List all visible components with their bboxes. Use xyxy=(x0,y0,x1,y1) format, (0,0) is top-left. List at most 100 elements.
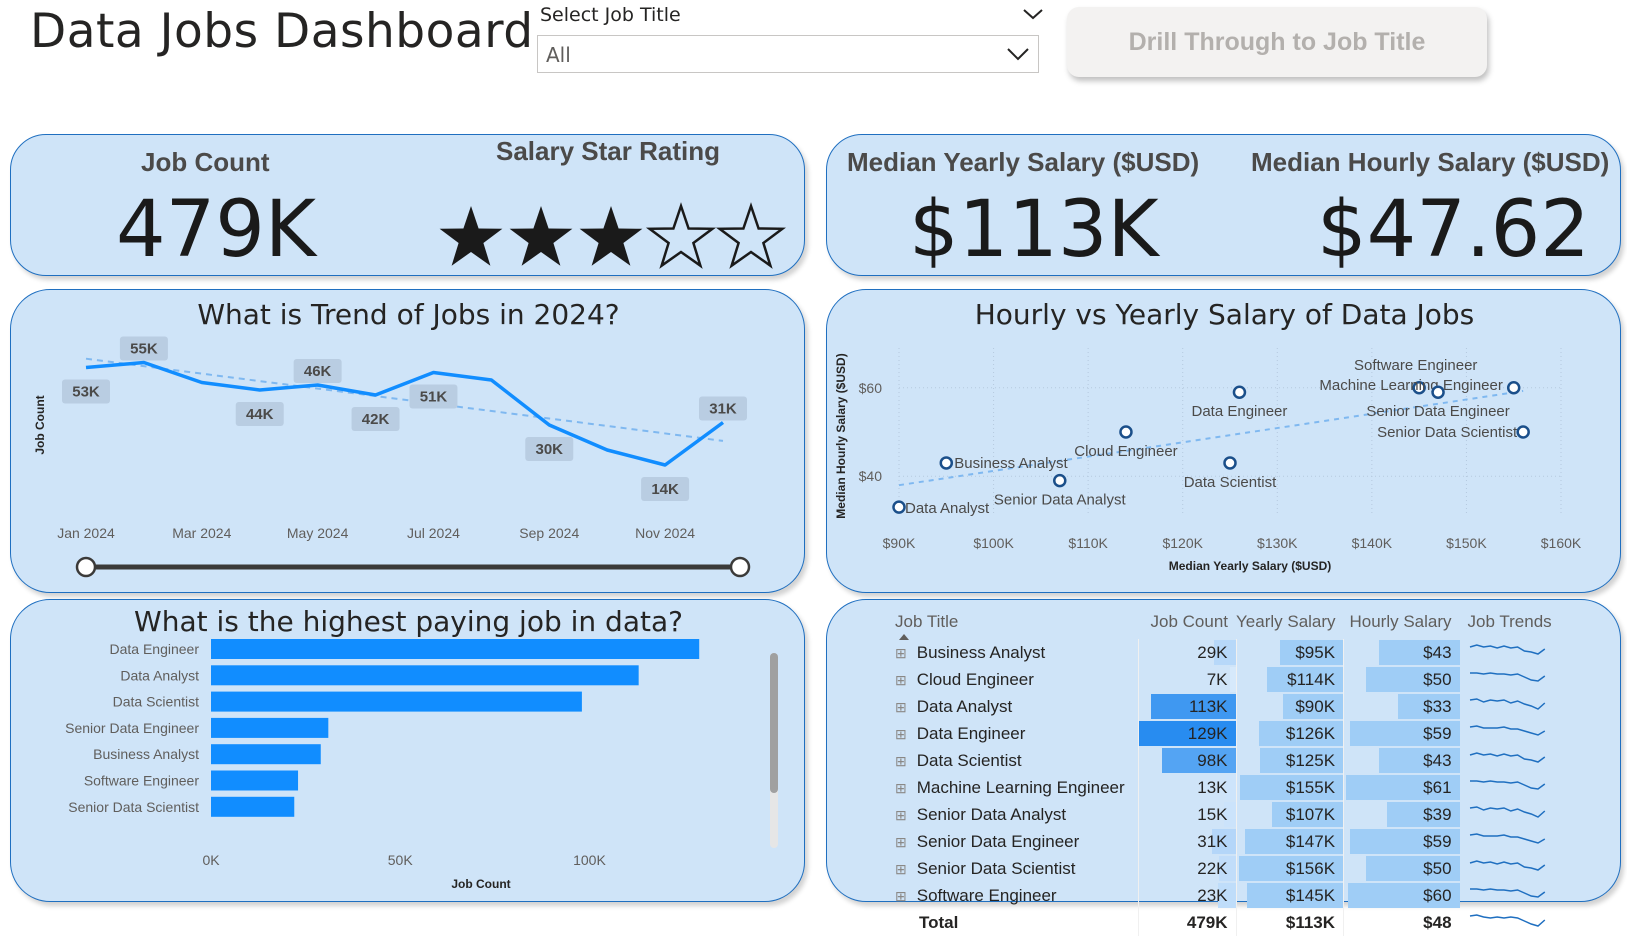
table-row[interactable]: ⊞ Data Scientist 98K $125K $43 xyxy=(895,747,1568,774)
column-header-job-title[interactable]: Job Title xyxy=(895,605,1138,639)
scatter-card: Hourly vs Yearly Salary of Data Jobs $90… xyxy=(826,289,1621,593)
expand-icon[interactable]: ⊞ xyxy=(895,644,907,661)
cell-value: $125K xyxy=(1285,750,1336,770)
yearly-salary-cell: $125K xyxy=(1235,747,1344,774)
data-label: 14K xyxy=(651,481,679,498)
row-title: Data Scientist xyxy=(916,750,1022,770)
scrollbar-thumb[interactable] xyxy=(770,653,778,793)
x-tick-label: Sep 2024 xyxy=(519,525,579,541)
column-header-job-trends[interactable]: Job Trends xyxy=(1460,605,1568,639)
chevron-down-icon[interactable] xyxy=(1018,2,1048,26)
date-slider-end-handle[interactable] xyxy=(729,556,751,578)
table-row[interactable]: ⊞ Software Engineer 23K $145K $60 xyxy=(895,882,1568,909)
data-label: 55K xyxy=(130,341,158,358)
sparkline xyxy=(1469,833,1545,844)
trend-line-chart[interactable]: 53K 55K 44K 46K 42K 51K 30K 14K 31K Jan 2024 Mar 2… xyxy=(11,290,806,594)
cell-bar xyxy=(1224,802,1236,827)
cell-bar xyxy=(1259,748,1344,773)
expand-icon[interactable]: ⊞ xyxy=(895,752,907,769)
cell-bar xyxy=(1398,694,1460,719)
job-trend-sparkline-cell xyxy=(1460,801,1568,828)
table-row[interactable]: ⊞ Data Engineer 129K $126K $59 xyxy=(895,720,1568,747)
bar xyxy=(211,665,639,686)
column-header-label: Job Trends xyxy=(1467,612,1552,631)
bar-category-label: Data Scientist xyxy=(113,694,199,710)
matrix-header-row: Job Title Job Count Yearly Salary Hourly… xyxy=(895,605,1568,639)
expand-icon[interactable]: ⊞ xyxy=(895,833,907,850)
job-trend-sparkline-cell xyxy=(1460,747,1568,774)
cell-value: 98K xyxy=(1197,750,1228,770)
expand-icon[interactable]: ⊞ xyxy=(895,860,907,877)
star-filled-icon xyxy=(509,206,573,266)
matrix-card: Job Title Job Count Yearly Salary Hourly… xyxy=(826,599,1621,936)
sparkline-path xyxy=(1469,860,1545,871)
table-row[interactable]: ⊞ Senior Data Analyst 15K $107K $39 xyxy=(895,801,1568,828)
job-count-cell: 13K xyxy=(1137,774,1236,801)
cell-bar xyxy=(1239,775,1344,800)
expand-icon[interactable]: ⊞ xyxy=(895,671,907,688)
scatter-point xyxy=(1223,456,1237,470)
row-title: Business Analyst xyxy=(916,642,1046,662)
bar-category-label: Business Analyst xyxy=(93,746,199,762)
scatter-point xyxy=(892,500,906,514)
job-count-value: 479K xyxy=(116,185,317,275)
column-header-yearly-salary[interactable]: Yearly Salary xyxy=(1236,605,1344,639)
cell-bar xyxy=(1366,667,1460,692)
total-row: Total 479K $113K $48 xyxy=(895,909,1568,936)
cell-value: 7K xyxy=(1206,669,1228,689)
yearly-salary-cell: $95K xyxy=(1235,639,1344,666)
cell-value: $59 xyxy=(1423,831,1452,851)
cell-value: $43 xyxy=(1423,642,1452,662)
salary-scatter-chart[interactable]: $90K $100K $110K $120K $130K $140K $150K $160K $… xyxy=(827,290,1622,594)
drill-through-button[interactable]: Drill Through to Job Title xyxy=(1067,7,1487,77)
bar xyxy=(211,796,295,817)
table-row[interactable]: ⊞ Cloud Engineer 7K $114K $50 xyxy=(895,666,1568,693)
scatter-point xyxy=(1431,385,1445,399)
scrollbar-track[interactable] xyxy=(770,653,778,848)
cell-bar xyxy=(1379,748,1460,773)
cell-value: $90K xyxy=(1295,696,1336,716)
date-slider-start-handle[interactable] xyxy=(75,556,97,578)
x-tick-label: $140K xyxy=(1352,535,1393,551)
job-count-cell: 113K xyxy=(1137,693,1236,720)
point-label: Senior Data Scientist xyxy=(1377,424,1518,441)
expand-icon[interactable]: ⊞ xyxy=(895,725,907,742)
highest-paying-bar-chart[interactable]: Data Engineer Data Analyst Data Scientist S… xyxy=(11,600,806,903)
job-title-dropdown[interactable]: All xyxy=(537,35,1039,73)
point-label: Data Scientist xyxy=(1184,474,1277,491)
column-header-job-count[interactable]: Job Count xyxy=(1138,605,1236,639)
table-row[interactable]: ⊞ Data Analyst 113K $90K $33 xyxy=(895,693,1568,720)
table-row[interactable]: ⊞ Machine Learning Engineer 13K $155K $61 xyxy=(895,774,1568,801)
table-row[interactable]: ⊞ Business Analyst 29K $95K $43 xyxy=(895,639,1568,666)
job-count-cell: 98K xyxy=(1137,747,1236,774)
data-label-box xyxy=(62,379,110,404)
sparkline-path xyxy=(1469,725,1545,736)
bar xyxy=(211,744,321,765)
scatter-chart-title: Hourly vs Yearly Salary of Data Jobs xyxy=(974,298,1475,331)
point-label: Data Engineer xyxy=(1192,403,1288,420)
job-matrix[interactable]: Job Title Job Count Yearly Salary Hourly… xyxy=(895,605,1568,936)
x-tick-label: $120K xyxy=(1162,535,1203,551)
sort-ascending-icon[interactable] xyxy=(899,633,909,641)
scatter-point xyxy=(1516,425,1530,439)
job-count-cell: 23K xyxy=(1137,882,1236,909)
data-label: 31K xyxy=(709,401,737,418)
cell-value: $59 xyxy=(1423,723,1452,743)
expand-icon[interactable]: ⊞ xyxy=(895,806,907,823)
data-label-box xyxy=(525,437,574,461)
expand-icon[interactable]: ⊞ xyxy=(895,698,907,715)
bar-card: What is the highest paying job in data? … xyxy=(10,599,805,902)
cell-bar xyxy=(1283,694,1344,719)
job-trend-sparkline-cell xyxy=(1460,882,1568,909)
yearly-salary-cell: $155K xyxy=(1235,774,1344,801)
job-count-label: Job Count xyxy=(141,147,270,177)
expand-icon[interactable]: ⊞ xyxy=(895,779,907,796)
bar-category-label: Senior Data Engineer xyxy=(65,720,199,736)
cell-bar xyxy=(1239,856,1344,881)
table-row[interactable]: ⊞ Senior Data Scientist 22K $156K $50 xyxy=(895,855,1568,882)
column-header-hourly-salary[interactable]: Hourly Salary xyxy=(1344,605,1460,639)
expand-icon[interactable]: ⊞ xyxy=(895,887,907,904)
slicer-label: Select Job Title xyxy=(540,4,681,26)
table-row[interactable]: ⊞ Senior Data Engineer 31K $147K $59 xyxy=(895,828,1568,855)
x-tick-label: $150K xyxy=(1446,535,1487,551)
